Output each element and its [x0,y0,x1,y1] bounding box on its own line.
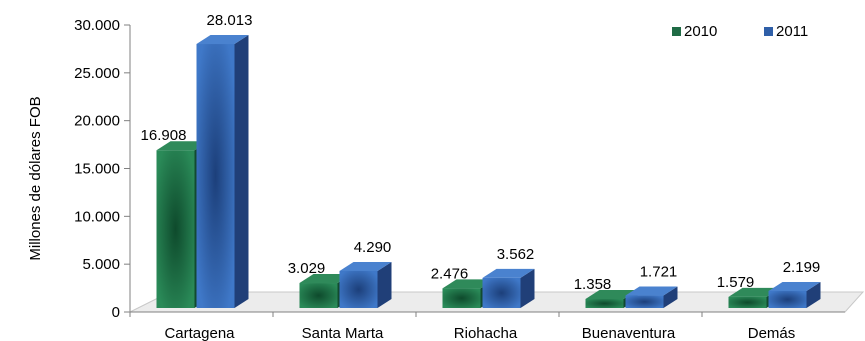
y-tick-label: 15.000 [74,161,120,178]
bar-top [482,268,535,278]
bar-front [768,290,807,308]
bar-2011-demás [768,281,821,308]
data-label: 28.013 [207,12,253,29]
bar-front [585,299,624,308]
bar-top [625,286,678,296]
bar-front [625,295,664,308]
data-label: 2.476 [431,265,469,282]
y-tick-label: 10.000 [74,208,120,225]
bar-front [442,288,481,308]
bar-front [156,150,195,308]
legend-swatch-2011 [764,27,773,36]
x-tick-label: Cartagena [164,325,235,341]
legend-swatch-2010 [672,27,681,36]
y-axis-title: Millones de dólares FOB [27,96,44,260]
bar-front [482,277,521,308]
bar-front [728,296,767,308]
data-label: 1.721 [640,264,678,281]
bar-top [585,290,638,300]
data-labels: 16.908 28.013 3.029 4.290 2.476 3.562 1.358 1.7… [141,12,821,293]
axes: 0 5.000 10.000 15.000 20.000 25.000 30.000 Mill… [27,17,795,341]
bar-side [234,35,249,308]
x-tick-label: Demás [748,325,796,341]
y-tick-label: 0 [112,304,120,321]
y-tick-label: 5.000 [82,256,120,273]
bar-2011-riohacha [482,268,535,308]
y-tick-label: 25.000 [74,65,120,82]
bar-side [377,261,392,308]
bar-side [806,281,821,308]
data-label: 1.579 [717,274,755,291]
bar-top [339,261,392,271]
x-tick-label: Riohacha [454,325,518,341]
data-label: 1.358 [574,276,612,293]
bar-top [156,141,209,151]
legend-label-2011: 2011 [776,23,808,40]
bar-top [442,279,495,289]
y-tick-label: 20.000 [74,113,120,130]
bar-front [339,270,378,308]
data-label: 16.908 [141,127,187,144]
bar-2011-buenaventura [625,286,678,308]
bar-top [196,35,249,45]
bars [156,35,821,308]
bar-top [768,281,821,291]
bar-front [196,44,235,308]
legend: 2010 2011 [672,23,808,40]
bar-2011-cartagena [196,35,249,308]
y-tick-label: 30.000 [74,17,120,34]
x-tick-label: Buenaventura [582,325,676,341]
data-label: 3.562 [497,246,535,263]
data-label: 2.199 [783,259,821,276]
bar-side [520,268,535,308]
data-label: 3.029 [288,260,326,277]
data-label: 4.290 [354,239,392,256]
bar-front [299,283,338,308]
bar-side [663,286,678,308]
bar-2011-santa-marta [339,261,392,308]
bar-top [299,274,352,284]
x-tick-label: Santa Marta [302,325,384,341]
bar-top [728,287,781,297]
legend-label-2010: 2010 [684,23,717,40]
